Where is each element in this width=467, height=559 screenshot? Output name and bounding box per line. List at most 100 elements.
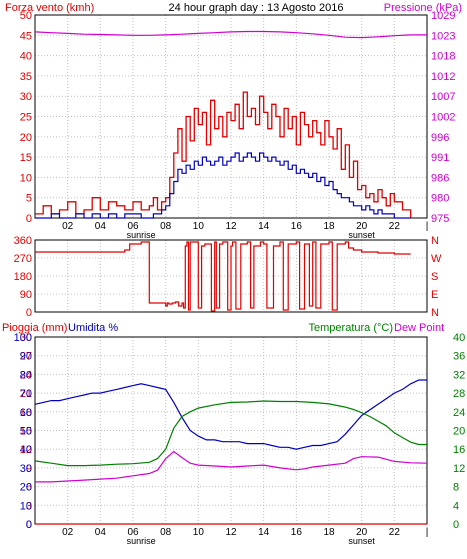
temperature-right-tick-9: 36 xyxy=(453,351,465,363)
humidity-left-tick-4: 40 xyxy=(20,444,32,456)
wind-xtick-06: 06 xyxy=(127,221,139,232)
humidity-left-tick-5: 50 xyxy=(20,426,32,438)
rain-left-tick-1: 3 xyxy=(26,500,32,512)
wind-xtick-16: 16 xyxy=(291,221,303,232)
temperature-right-tick-6: 24 xyxy=(453,407,465,419)
wind-xtick-18: 18 xyxy=(323,221,335,232)
humidity-left-tick-6: 60 xyxy=(20,407,32,419)
temperature-right-tick-1: 4 xyxy=(453,500,459,512)
wind-series-gust xyxy=(35,91,412,218)
weather-xtick-18: 18 xyxy=(323,527,335,538)
wind-left-tick-8: 40 xyxy=(20,51,32,63)
wind-xtick-08: 08 xyxy=(160,221,172,232)
compass-right-tick-0: N xyxy=(431,307,439,319)
humidity-left-tick-2: 20 xyxy=(20,482,32,494)
rain-label: Pioggia (mm) xyxy=(2,322,67,334)
rain-left-tick-6: 18 xyxy=(20,407,32,419)
weather-xtick-|: | xyxy=(426,527,429,538)
weather-xtick-14: 14 xyxy=(258,527,270,538)
rain-left-tick-4: 12 xyxy=(20,444,32,456)
wind-left-tick-9: 45 xyxy=(20,30,32,42)
wind-xtick-10: 10 xyxy=(193,221,205,232)
rain-left-tick-9: 27 xyxy=(20,351,32,363)
wind-xtick-02: 02 xyxy=(62,221,74,232)
weather-xtick-16: 16 xyxy=(291,527,303,538)
compass-right-tick-3: W xyxy=(431,253,442,265)
weather-xtick-12: 12 xyxy=(225,527,237,538)
direction-series-0 xyxy=(35,241,411,312)
weather-series-dewpoint xyxy=(35,450,428,483)
humidity-left-tick-7: 70 xyxy=(20,388,32,400)
humidity-left-tick-9: 90 xyxy=(20,351,32,363)
compass-right-tick-1: E xyxy=(431,289,438,301)
direction-left-tick-3: 270 xyxy=(14,253,32,265)
temperature-right-tick-4: 16 xyxy=(453,444,465,456)
weather-series-humidity xyxy=(34,379,427,450)
wind-left-tick-0: 0 xyxy=(26,213,32,225)
pressure-right-tick-8: 1018 xyxy=(431,51,455,63)
pressure-right-tick-6: 1007 xyxy=(431,91,455,103)
rain-left-tick-0: 0 xyxy=(26,519,32,531)
dewpoint-label: Dew Point xyxy=(394,322,444,334)
temperature-right-tick-2: 8 xyxy=(453,482,459,494)
wind-xtick-14: 14 xyxy=(258,221,270,232)
rain-left-tick-10: 30 xyxy=(20,332,32,344)
weather-xtick-06: 06 xyxy=(127,527,139,538)
pressure-right-tick-2: 986 xyxy=(431,172,449,184)
humidity-left-tick-0: 0 xyxy=(26,519,32,531)
direction-left-tick-2: 180 xyxy=(14,271,32,283)
weather-sunrise-label: sunrise xyxy=(127,536,156,546)
temperature-right-tick-0: 0 xyxy=(453,519,459,531)
compass-right-tick-4: N xyxy=(431,235,439,247)
wind-left-tick-5: 25 xyxy=(20,112,32,124)
wind-sunrise-label: sunrise xyxy=(127,230,156,240)
wind-left-tick-10: 50 xyxy=(20,10,32,22)
wind-left-tick-7: 35 xyxy=(20,71,32,83)
chart-title: 24 hour graph day : 13 Agosto 2016 xyxy=(169,2,344,14)
wind-xtick-04: 04 xyxy=(95,221,107,232)
wind-left-tick-1: 5 xyxy=(26,193,32,205)
pressure-right-tick-1: 980 xyxy=(431,193,449,205)
weather-xtick-22: 22 xyxy=(389,527,401,538)
pressure-right-tick-5: 1002 xyxy=(431,112,455,124)
temperature-right-tick-10: 40 xyxy=(453,332,465,344)
humidity-left-tick-1: 10 xyxy=(20,500,32,512)
rain-left-tick-8: 24 xyxy=(20,369,32,381)
wind-xtick-|: | xyxy=(426,221,429,232)
temperature-label: Temperatura (°C) xyxy=(309,322,393,334)
weather-xtick-02: 02 xyxy=(62,527,74,538)
weather-series-temperature xyxy=(34,400,427,467)
wind-panel-frame xyxy=(34,14,428,219)
wind-left-tick-3: 15 xyxy=(20,152,32,164)
pressure-right-tick-7: 1012 xyxy=(431,71,455,83)
wind-xtick-22: 22 xyxy=(389,221,401,232)
rain-left-tick-7: 21 xyxy=(20,388,32,400)
wind-left-label: Forza vento (kmh) xyxy=(5,2,94,14)
humidity-left-tick-8: 80 xyxy=(20,369,32,381)
weather-xtick-08: 08 xyxy=(160,527,172,538)
humidity-left-tick-10: 100 xyxy=(14,332,32,344)
direction-panel-frame xyxy=(34,239,428,313)
wind-series-mean xyxy=(35,152,411,219)
direction-left-tick-4: 360 xyxy=(14,235,32,247)
temperature-right-tick-5: 20 xyxy=(453,426,465,438)
temperature-right-tick-7: 28 xyxy=(453,388,465,400)
pressure-right-tick-4: 996 xyxy=(431,132,449,144)
wind-xtick-20: 20 xyxy=(356,221,368,232)
wind-right-label: Pressione (kPa) xyxy=(384,2,462,14)
weather-xtick-20: 20 xyxy=(356,527,368,538)
weather-xtick-04: 04 xyxy=(95,527,107,538)
compass-right-tick-2: S xyxy=(431,271,438,283)
direction-left-tick-0: 0 xyxy=(26,307,32,319)
pressure-right-tick-3: 991 xyxy=(431,152,449,164)
wind-xtick-12: 12 xyxy=(225,221,237,232)
pressure-right-tick-10: 1029 xyxy=(431,10,455,22)
pressure-right-tick-9: 1023 xyxy=(431,30,455,42)
temperature-right-tick-8: 32 xyxy=(453,369,465,381)
pressure-right-tick-0: 975 xyxy=(431,213,449,225)
wind-series-pressure xyxy=(34,30,427,39)
weather-sunset-label: sunset xyxy=(348,536,375,546)
wind-left-tick-6: 30 xyxy=(20,91,32,103)
direction-left-tick-1: 90 xyxy=(20,289,32,301)
